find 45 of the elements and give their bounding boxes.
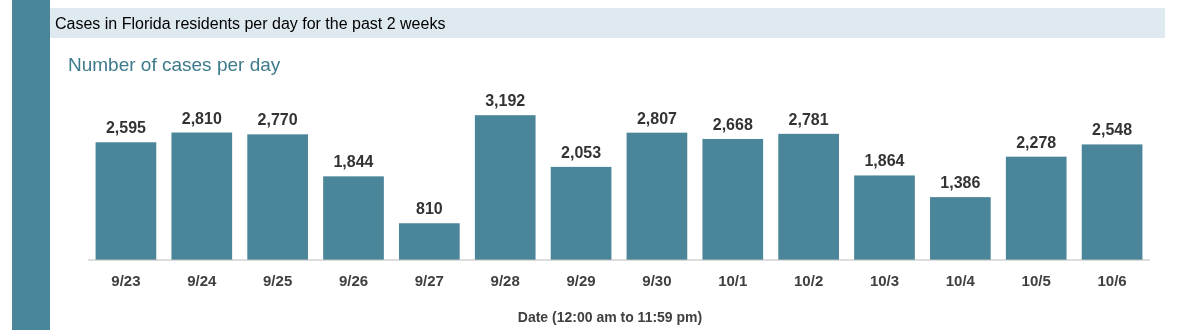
x-tick-label: 9/25 [263,272,293,289]
x-tick-label: 9/26 [338,272,369,289]
data-label: 1,844 [333,153,374,171]
data-label: 2,668 [712,115,753,133]
data-label: 2,548 [1092,121,1133,139]
bar [171,132,233,260]
x-tick-label: 9/23 [111,272,141,289]
bar [247,134,308,260]
x-tick-label: 10/3 [869,272,900,289]
data-label: 2,807 [636,109,678,127]
bar [626,132,688,260]
x-tick-label: 9/30 [642,272,672,289]
x-tick-label: 10/4 [945,272,976,289]
x-tick-label: 9/29 [566,272,596,289]
x-tick-label: 10/6 [1097,272,1127,289]
chart-title: Cases in Florida residents per day for the past 2 weeks [55,15,446,32]
bar [702,138,764,260]
bar [930,197,991,260]
data-label: 2,770 [257,111,298,129]
x-tick-label: 9/28 [490,272,520,289]
x-tick-label: 10/5 [1021,272,1051,289]
bar [399,223,460,260]
bar [550,166,612,260]
data-label: 2,053 [561,143,602,161]
x-tick-label: 10/1 [718,272,748,289]
x-tick-label: 9/24 [187,272,218,289]
bar [1081,144,1143,260]
bar [474,115,536,260]
data-label: 2,781 [788,110,829,128]
bar [778,133,839,260]
data-label: 2,278 [1016,133,1057,151]
bar [95,142,157,260]
bar [854,175,915,260]
data-label: 2,810 [181,109,222,127]
data-label: 1,386 [940,174,981,192]
y-axis-title: Number of cases per day [68,54,281,75]
data-label: 1,864 [864,152,905,170]
data-label: 810 [416,200,443,218]
x-tick-label: 9/27 [414,272,444,289]
x-tick-label: 10/2 [794,272,824,289]
x-axis-title: Date (12:00 am to 11:59 pm) [517,309,703,325]
bar [323,176,384,260]
bar [1005,156,1067,260]
data-label: 2,595 [105,119,147,137]
data-label: 3,192 [485,92,526,110]
